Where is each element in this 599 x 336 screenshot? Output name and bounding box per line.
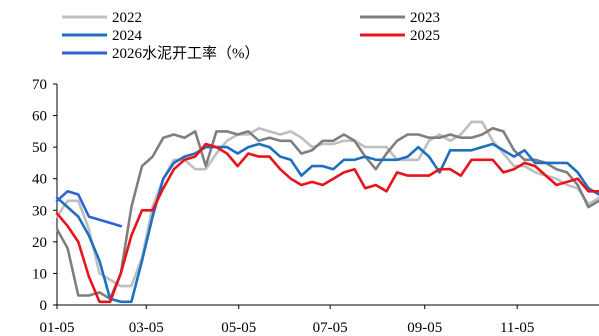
series-line-2 — [55, 142, 599, 304]
series-line-3 — [55, 142, 599, 304]
legend-item-4: 2026水泥开工率（%） — [62, 45, 260, 62]
x-tick-label: 07-05 — [313, 320, 348, 336]
x-tick-label: 11-05 — [500, 320, 534, 336]
series-line-0 — [55, 120, 599, 288]
legend-label: 2022 — [112, 10, 142, 26]
legend-label: 2024 — [112, 28, 143, 44]
series-line-1 — [55, 126, 599, 301]
axes: 0 10 20 30 40 50 60 70 01-05 03-05 05-05 07-05 09-05… — [32, 77, 599, 336]
y-tick-label: 30 — [32, 203, 47, 219]
x-tick-label: 09-05 — [407, 320, 442, 336]
legend-item-3: 2025 — [360, 28, 440, 44]
y-tick-label: 70 — [32, 77, 47, 93]
y-tick-label: 10 — [32, 266, 47, 282]
series-line-4 — [55, 190, 123, 228]
legend-item-0: 2022 — [62, 10, 142, 26]
legend-label: 2023 — [410, 10, 440, 26]
legend-label: 2025 — [410, 28, 440, 44]
legend-item-1: 2023 — [360, 10, 440, 26]
y-tick-label: 0 — [40, 298, 48, 314]
x-tick-label: 01-05 — [40, 320, 75, 336]
x-tick-label: 05-05 — [221, 320, 256, 336]
x-tick-label: 03-05 — [129, 320, 164, 336]
y-tick-label: 20 — [32, 235, 47, 251]
y-tick-label: 60 — [32, 109, 47, 125]
y-tick-label: 50 — [32, 140, 47, 156]
series-lines — [55, 120, 599, 304]
legend-item-2: 2024 — [62, 28, 143, 44]
legend-label: 2026水泥开工率（%） — [112, 45, 260, 62]
legend: 2022 2023 2024 2025 2026水泥开工率（%） — [62, 10, 440, 62]
y-tick-label: 40 — [32, 172, 47, 188]
